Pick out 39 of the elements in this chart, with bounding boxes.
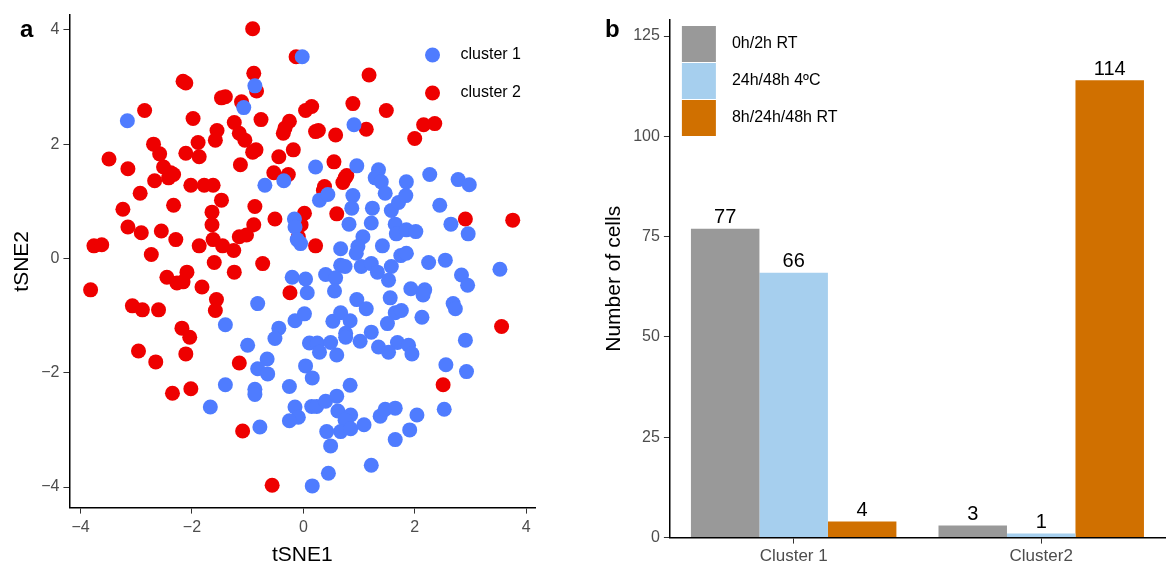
x-tick-label: −2 [182, 517, 202, 535]
y-tick-label: 4 [50, 20, 60, 38]
chart-title: a [20, 14, 34, 42]
y-axis-title: tSNE2 [9, 230, 33, 292]
x-tick-label: Cluster 1 [759, 546, 828, 566]
y-tick-label: −4 [41, 477, 60, 495]
x-tick-label: 4 [521, 517, 531, 535]
data-label: 1 [1035, 510, 1047, 533]
x-tick-label: −4 [71, 517, 90, 535]
y-axis-title: Number of cells [601, 205, 625, 352]
y-tick-label: 100 [633, 126, 660, 144]
legend-label: 8h/24h/48h RT [731, 108, 838, 126]
bar [1075, 80, 1144, 538]
data-label: 3 [967, 502, 979, 525]
legend-label: 24h/48h 4ºC [731, 71, 821, 89]
legend-label: cluster 1 [460, 45, 522, 63]
data-label: 66 [782, 249, 805, 272]
data-label: 77 [714, 205, 737, 228]
y-tick-label: 0 [650, 528, 660, 546]
y-tick-label: 2 [50, 134, 60, 152]
y-tick-label: 0 [50, 248, 60, 266]
y-tick-label: 25 [642, 427, 660, 445]
bar [938, 525, 1007, 538]
chart-title: b [605, 14, 620, 42]
x-tick-label: 2 [410, 517, 420, 535]
x-axis-title: tSNE1 [271, 542, 333, 566]
y-tick-label: −2 [41, 363, 60, 381]
bar [759, 272, 828, 538]
y-tick-label: 50 [642, 327, 660, 345]
x-tick-label: Cluster2 [1009, 546, 1073, 566]
bar [827, 521, 897, 538]
x-tick-label: 0 [298, 517, 308, 535]
legend-label: cluster 2 [460, 83, 522, 101]
data-label: 4 [856, 498, 868, 521]
data-label: 114 [1093, 56, 1126, 79]
y-tick-label: 125 [633, 26, 660, 44]
legend-label: 0h/2h RT [731, 34, 798, 52]
bar [690, 228, 760, 538]
y-tick-label: 75 [642, 227, 660, 245]
